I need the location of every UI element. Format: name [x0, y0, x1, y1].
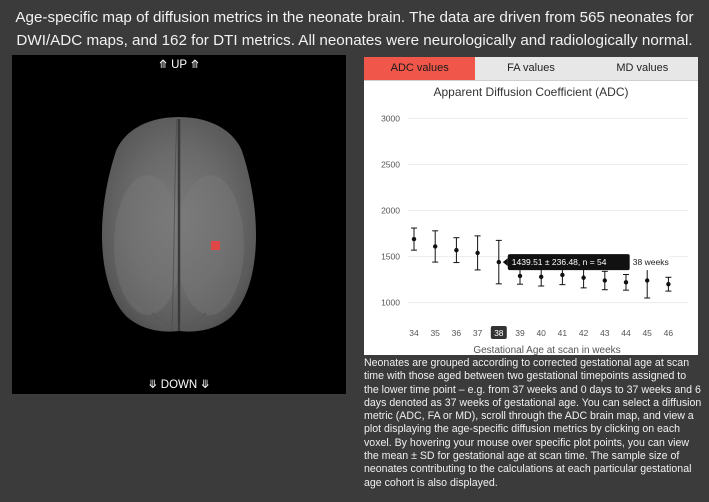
page-header: Age-specific map of diffusion metrics in… [0, 6, 709, 52]
x-tick-label: 37 [473, 328, 483, 338]
x-tick-highlight [490, 326, 507, 339]
data-point[interactable] [666, 281, 671, 287]
chart-y-ticks: 1000 1500 2000 2500 3000 [381, 114, 400, 308]
chart-x-ticks: 34 35 36 37 38 39 40 41 42 43 44 45 46 [409, 326, 673, 339]
data-point[interactable] [411, 236, 417, 242]
chart-gridlines [408, 118, 688, 304]
data-point[interactable] [602, 278, 607, 283]
x-tick-label: 42 [579, 328, 589, 338]
brain-right-lobe-shading [176, 175, 244, 315]
chart-points [411, 227, 672, 299]
tooltip-week-box [629, 254, 670, 271]
x-tick-label: 46 [664, 328, 674, 338]
chart-x-label: Gestational Age at scan in weeks [473, 345, 620, 355]
x-tick-label: 41 [558, 328, 568, 338]
header-line-2: DWI/ADC maps, and 162 for DTI metrics. A… [16, 32, 693, 49]
data-point[interactable] [645, 278, 650, 283]
x-tick-label: 35 [430, 328, 440, 338]
chart-title: Apparent Diffusion Coefficient (ADC) [434, 85, 629, 99]
chart-tooltip: 1439.51 ± 236.48, n = 54 38 weeks [502, 254, 670, 271]
brain-map-image[interactable] [12, 55, 346, 394]
y-tick-label: 3000 [381, 114, 400, 124]
x-tick-label: 44 [621, 328, 631, 338]
tab-adc[interactable]: ADC values [364, 57, 476, 81]
y-tick-label: 1000 [381, 298, 400, 308]
x-tick-label: 34 [409, 328, 419, 338]
brain-occipital-left [151, 312, 179, 328]
x-tick-label: 40 [536, 328, 546, 338]
tooltip-arrow [502, 258, 508, 267]
y-tick-label: 1500 [381, 252, 400, 262]
data-point[interactable] [539, 274, 544, 280]
adc-chart: Apparent Diffusion Coefficient (ADC) 100… [381, 85, 688, 355]
x-tick-label: 43 [600, 328, 610, 338]
header-line-1: Age-specific map of diffusion metrics in… [15, 9, 694, 26]
data-point[interactable] [475, 250, 480, 256]
brain-map-panel[interactable]: ⤊ UP ⤊ ⤋ DOWN ⤋ [12, 55, 346, 394]
brain-midline-shadow [171, 118, 178, 332]
data-point[interactable] [581, 275, 586, 280]
selected-voxel[interactable] [211, 241, 220, 250]
x-tick-label: 38 [494, 328, 504, 338]
brain-left-lobe-shading [114, 175, 182, 315]
brain-occipital-right [179, 312, 207, 328]
y-tick-label: 2500 [381, 160, 400, 170]
scroll-down-button[interactable]: ⤋ DOWN ⤋ [147, 379, 211, 391]
metrics-panel: ADC values FA values MD values Apparent … [364, 57, 698, 355]
y-tick-label: 2000 [381, 206, 400, 216]
x-tick-label: 39 [515, 328, 525, 338]
data-point[interactable] [623, 280, 629, 285]
tab-md[interactable]: MD values [586, 57, 698, 81]
tooltip-value: 1439.51 ± 236.48, n = 54 [512, 257, 607, 267]
tab-fa[interactable]: FA values [475, 57, 587, 81]
description-text: Neonates are grouped according to correc… [364, 357, 702, 489]
metric-tabs: ADC values FA values MD values [364, 57, 698, 81]
data-point[interactable] [517, 273, 523, 279]
tooltip-box [507, 254, 630, 271]
data-point[interactable] [560, 272, 565, 278]
scroll-up-button[interactable]: ⤊ UP ⤊ [158, 59, 200, 71]
data-point[interactable] [496, 259, 501, 265]
x-tick-label: 36 [452, 328, 462, 338]
x-tick-label: 45 [642, 328, 652, 338]
data-point[interactable] [433, 244, 438, 249]
tooltip-week: 38 weeks [633, 257, 669, 267]
data-point[interactable] [454, 247, 459, 253]
